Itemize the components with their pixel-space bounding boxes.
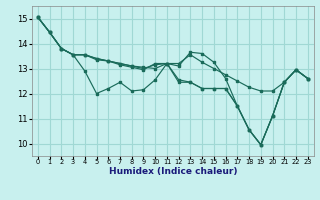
X-axis label: Humidex (Indice chaleur): Humidex (Indice chaleur)	[108, 167, 237, 176]
